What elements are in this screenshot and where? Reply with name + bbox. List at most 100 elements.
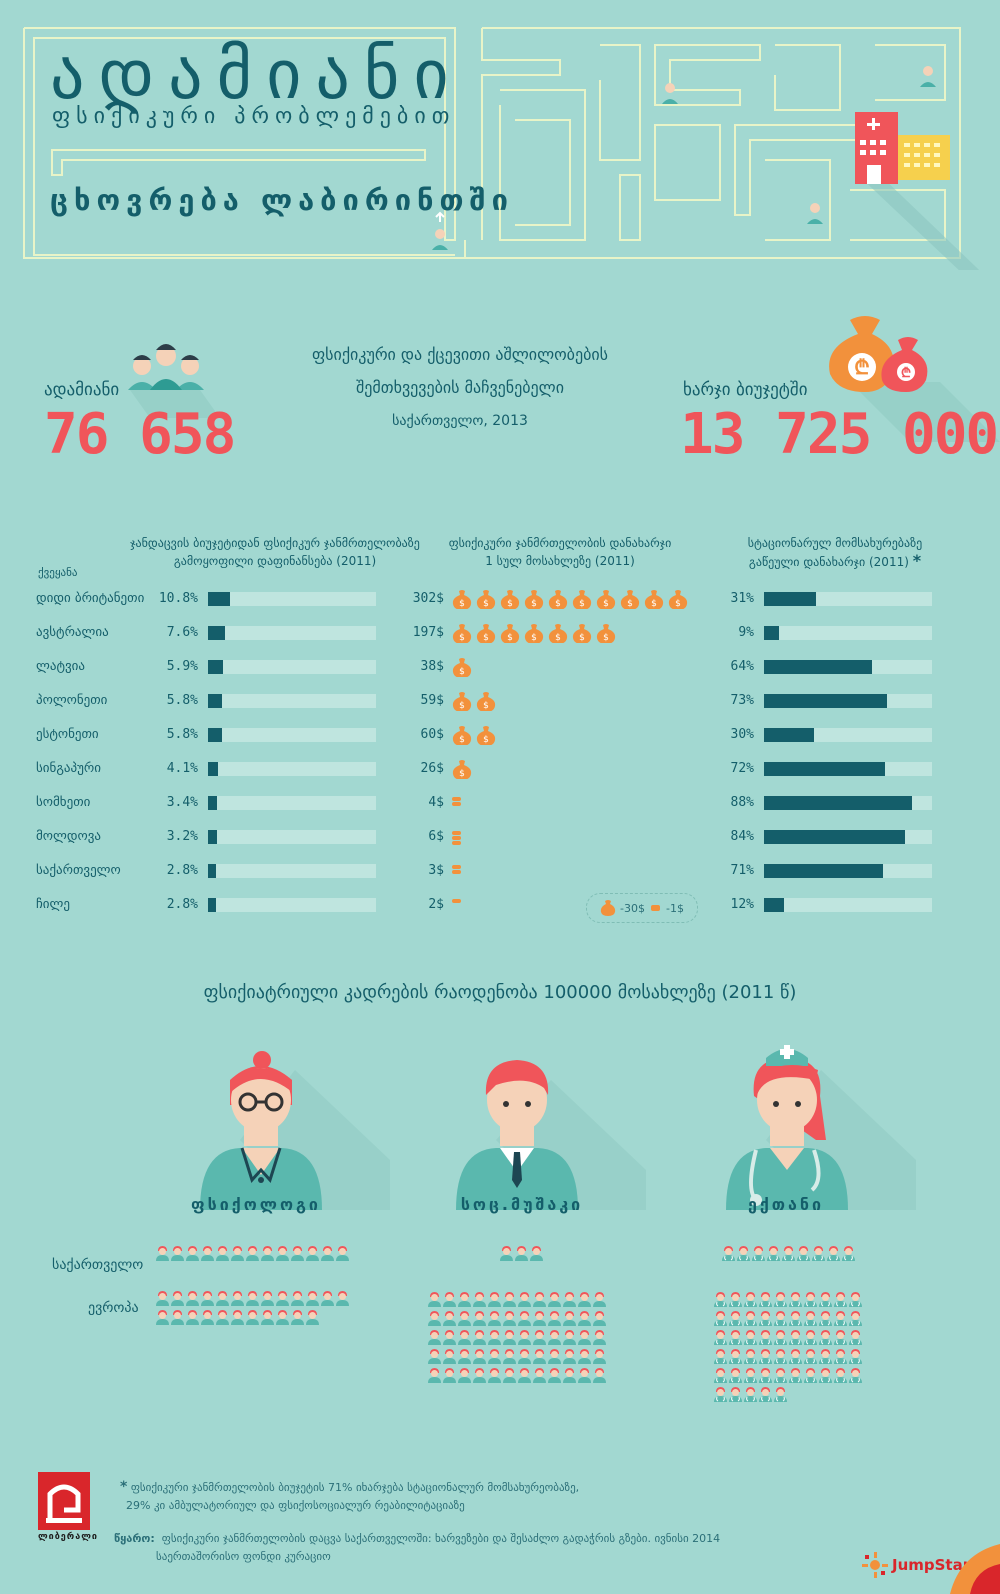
- person-icon: [819, 1349, 832, 1364]
- money-bag-icon: $: [452, 691, 472, 711]
- per-capita-icons: $: [452, 656, 476, 678]
- person-icon: [186, 1291, 199, 1306]
- people-icon-group: [156, 1246, 356, 1265]
- people-icon-group: [722, 1246, 872, 1265]
- budget-bar: [208, 898, 216, 912]
- inpatient-percent: 88%: [730, 795, 754, 810]
- person-icon: [722, 1246, 735, 1261]
- person-icon: [443, 1311, 456, 1326]
- person-icon: [518, 1292, 531, 1307]
- person-icon: [744, 1292, 757, 1307]
- person-icon: [759, 1292, 772, 1307]
- money-bag-icon: $: [572, 623, 592, 643]
- person-icon: [458, 1292, 471, 1307]
- person-icon: [593, 1368, 606, 1383]
- person-icon: [834, 1368, 847, 1383]
- country-name: ლატვია: [36, 659, 85, 674]
- country-name: მოლდოვა: [36, 829, 101, 844]
- person-icon: [321, 1246, 334, 1261]
- budget-bar-track: [208, 762, 376, 776]
- person-icon: [578, 1311, 591, 1326]
- inpatient-bar-track: [764, 762, 932, 776]
- person-icon: [231, 1310, 244, 1325]
- person-icon: [216, 1246, 229, 1261]
- per-capita-icons: $ $ $ $ $ $ $: [452, 622, 620, 644]
- inpatient-percent: 72%: [730, 761, 754, 776]
- person-icon: [291, 1310, 304, 1325]
- person-icon: [593, 1311, 606, 1326]
- person-icon: [261, 1246, 274, 1261]
- person-icon: [306, 1310, 319, 1325]
- col2-header-line1: ფსიქიკური ჯანმრთელობის დანახარჯი: [448, 536, 672, 550]
- person-icon: [503, 1349, 516, 1364]
- svg-text:$: $: [555, 599, 561, 609]
- inpatient-bar-track: [764, 592, 932, 606]
- person-icon: [729, 1311, 742, 1326]
- per-capita-icons: [452, 826, 461, 848]
- person-icon: [849, 1368, 862, 1383]
- coin-icon: [452, 802, 461, 806]
- hospital-icon: [855, 112, 980, 270]
- inpatient-bar-track: [764, 864, 932, 878]
- country-name: სომხეთი: [36, 795, 91, 810]
- money-bag-icon: $: [620, 589, 640, 609]
- coin-icon: [452, 797, 461, 801]
- money-bag-icon: $: [596, 623, 616, 643]
- inpatient-bar-track: [764, 898, 932, 912]
- per-capita-value: 59$: [420, 693, 444, 708]
- person-icon: [530, 1246, 543, 1261]
- person-icon: [246, 1310, 259, 1325]
- inpatient-bar-track: [764, 728, 932, 742]
- person-icon: [231, 1291, 244, 1306]
- per-capita-icons: [452, 894, 461, 916]
- svg-text:$: $: [507, 633, 513, 643]
- inpatient-bar: [764, 592, 816, 606]
- person-icon: [488, 1311, 501, 1326]
- person-icon: [744, 1311, 757, 1326]
- inpatient-percent: 9%: [738, 625, 754, 640]
- person-icon: [518, 1368, 531, 1383]
- inpatient-bar: [764, 898, 784, 912]
- per-capita-icons: $ $ $ $ $ $ $ $ $ $: [452, 588, 692, 610]
- budget-percent: 10.8%: [158, 591, 198, 606]
- coin-icon: [452, 836, 461, 840]
- person-icon: [767, 1246, 780, 1261]
- coin-stack: [452, 796, 461, 806]
- svg-text:$: $: [459, 599, 465, 609]
- person-icon: [201, 1246, 214, 1261]
- person-icon: [515, 1246, 528, 1261]
- budget-label: ხარჯი ბიუჯეტში: [683, 380, 808, 400]
- person-icon: [533, 1349, 546, 1364]
- per-capita-icons: $: [452, 758, 476, 780]
- person-icon: [804, 1311, 817, 1326]
- money-bag-icon: $: [476, 623, 496, 643]
- person-icon: [231, 1246, 244, 1261]
- person-icon: [473, 1292, 486, 1307]
- person-icon: [488, 1368, 501, 1383]
- role-nurse: ექთანი: [747, 1195, 825, 1214]
- money-bag-icon: $: [548, 623, 568, 643]
- money-bag-icon: $: [476, 589, 496, 609]
- legend-small-label: -1$: [666, 901, 684, 915]
- person-icon: [759, 1311, 772, 1326]
- person-icon: [834, 1330, 847, 1345]
- person-icon: [458, 1330, 471, 1345]
- person-icon: [842, 1246, 855, 1261]
- person-icon: [171, 1291, 184, 1306]
- person-icon: [819, 1311, 832, 1326]
- person-icon: [578, 1349, 591, 1364]
- person-icon: [744, 1330, 757, 1345]
- person-icon: [488, 1292, 501, 1307]
- person-icon: [744, 1387, 757, 1402]
- person-icon: [336, 1291, 349, 1306]
- person-icon: [759, 1330, 772, 1345]
- inpatient-bar: [764, 864, 883, 878]
- inpatient-percent: 30%: [730, 727, 754, 742]
- person-icon: [518, 1330, 531, 1345]
- person-icon: [819, 1368, 832, 1383]
- person-icon: [789, 1368, 802, 1383]
- person-icon: [473, 1349, 486, 1364]
- col3-header: სტაციონარულ მომსახურებაზე გაწეული დანახა…: [735, 534, 935, 571]
- person-icon: [488, 1349, 501, 1364]
- person-icon: [306, 1246, 319, 1261]
